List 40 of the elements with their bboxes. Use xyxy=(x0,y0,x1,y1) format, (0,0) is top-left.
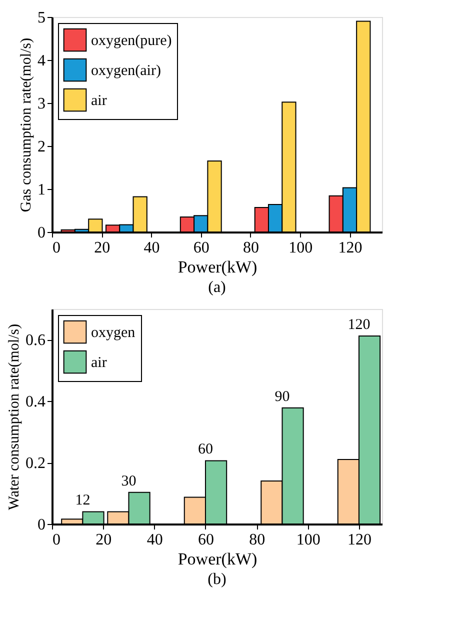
x-tick-label: 100 xyxy=(288,240,313,256)
annotation: 60 xyxy=(198,442,213,458)
annotation: 30 xyxy=(121,473,136,490)
y-tick-label: 0.4 xyxy=(26,394,46,411)
y-tick-label: 5 xyxy=(38,10,46,26)
x-axis-title: Power(kW) xyxy=(178,550,258,568)
x-tick-label: 80 xyxy=(249,532,266,548)
x-tick-label: 20 xyxy=(96,532,112,548)
x-tick-label: 0 xyxy=(52,532,60,548)
y-tick-label: 0 xyxy=(38,224,46,242)
y-tick-label: 0.2 xyxy=(26,455,46,472)
annotation: 90 xyxy=(274,388,290,405)
legend-label: oxygen xyxy=(91,325,136,341)
x-tick-label: 120 xyxy=(347,532,372,548)
legend-label: air xyxy=(91,93,107,109)
x-tick-label: 100 xyxy=(296,532,320,548)
x-tick-label: 40 xyxy=(144,240,160,256)
annotation: 120 xyxy=(348,317,370,334)
x-tick-label: 60 xyxy=(198,532,214,548)
y-tick-label: 1 xyxy=(38,182,46,198)
legend-label: oxygen(air) xyxy=(91,63,161,79)
x-tick-label: 60 xyxy=(193,240,210,256)
text: (a) xyxy=(208,279,226,296)
x-tick-label: 20 xyxy=(94,240,110,256)
x-tick-label: 80 xyxy=(242,240,259,256)
y-axis-title: Gas consumption rate(mol/s) xyxy=(18,38,34,212)
text: (b) xyxy=(208,571,226,588)
x-tick-label: 40 xyxy=(146,532,163,548)
annotation: 12 xyxy=(75,492,90,509)
x-tick-label: 120 xyxy=(338,240,362,256)
y-axis-title: Water consumption rate(mol/s) xyxy=(6,324,22,510)
x-axis-title: Power(kW) xyxy=(178,258,258,276)
y-tick-label: 2 xyxy=(38,138,46,156)
y-tick-label: 4 xyxy=(38,52,46,70)
legend-label: oxygen(pure) xyxy=(91,33,172,49)
y-tick-label: 0 xyxy=(38,516,46,534)
x-tick-label: 0 xyxy=(52,240,60,256)
y-tick-label: 0.6 xyxy=(26,332,46,350)
legend-label: air xyxy=(91,355,107,371)
y-tick-label: 3 xyxy=(38,96,46,112)
